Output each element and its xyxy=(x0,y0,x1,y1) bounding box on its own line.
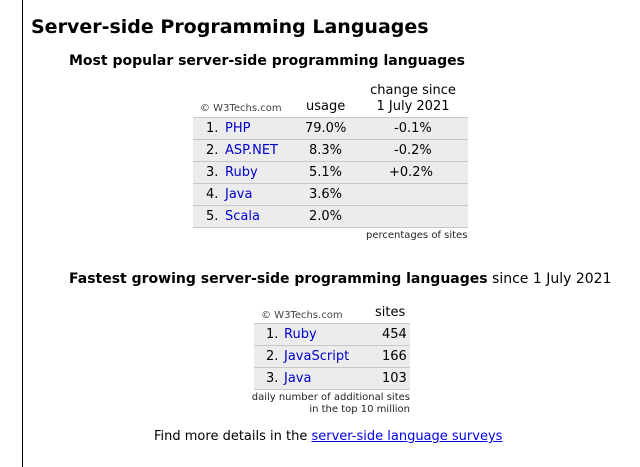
growing-heading-bold: Fastest growing server-side programming … xyxy=(69,271,488,287)
rank: 5. xyxy=(206,209,219,224)
table-row: 4. Java 3.6% xyxy=(193,183,468,205)
popular-col-change: change since 1 July 2021 xyxy=(370,83,456,115)
table-row: 3. Java 103 xyxy=(254,367,410,390)
growing-heading-rest: since 1 July 2021 xyxy=(487,271,612,287)
growing-heading: Fastest growing server-side programming … xyxy=(69,271,611,287)
left-border-line xyxy=(22,0,23,467)
language-link-aspnet[interactable]: ASP.NET xyxy=(225,143,278,158)
table-row: 2. ASP.NET 8.3% -0.2% xyxy=(193,139,468,161)
change-value: +0.2% xyxy=(389,165,433,180)
rank: 3. xyxy=(266,371,279,386)
popular-copyright: © W3Techs.com xyxy=(200,103,282,114)
language-link-php[interactable]: PHP xyxy=(225,121,251,136)
popular-table: 1. PHP 79.0% -0.1% 2. ASP.NET 8.3% -0.2%… xyxy=(193,117,468,228)
table-row: 1. Ruby 454 xyxy=(254,323,410,345)
language-link-scala[interactable]: Scala xyxy=(225,209,260,224)
growing-col-sites: sites xyxy=(375,305,406,320)
rank: 2. xyxy=(266,349,279,364)
table-row: 2. JavaScript 166 xyxy=(254,345,410,367)
rank: 2. xyxy=(206,143,219,158)
rank: 3. xyxy=(206,165,219,180)
rank: 1. xyxy=(206,121,219,136)
usage-value: 3.6% xyxy=(309,187,343,202)
growing-footnote-line1: daily number of additional sites xyxy=(251,392,410,403)
table-row: 1. PHP 79.0% -0.1% xyxy=(193,117,468,139)
popular-col-usage: usage xyxy=(306,99,346,114)
sites-value: 166 xyxy=(382,349,407,364)
popular-col-change-line1: change since xyxy=(370,83,456,98)
more-details: Find more details in the server-side lan… xyxy=(154,429,502,444)
usage-value: 2.0% xyxy=(309,209,343,224)
growing-footnote: daily number of additional sites in the … xyxy=(250,392,410,416)
sites-value: 454 xyxy=(382,327,407,342)
table-row: 3. Ruby 5.1% +0.2% xyxy=(193,161,468,183)
change-value: -0.1% xyxy=(394,121,432,136)
table-row: 5. Scala 2.0% xyxy=(193,205,468,228)
popular-col-change-line2: 1 July 2021 xyxy=(376,99,450,114)
usage-value: 8.3% xyxy=(309,143,343,158)
rank: 1. xyxy=(266,327,279,342)
page-title: Server-side Programming Languages xyxy=(31,16,429,38)
change-value: -0.2% xyxy=(394,143,432,158)
language-link-ruby[interactable]: Ruby xyxy=(225,165,258,180)
popular-heading: Most popular server-side programming lan… xyxy=(69,53,465,69)
sites-value: 103 xyxy=(382,371,407,386)
language-link-java[interactable]: Java xyxy=(284,371,312,386)
growing-footnote-line2: in the top 10 million xyxy=(309,404,410,415)
growing-table: 1. Ruby 454 2. JavaScript 166 3. Java 10… xyxy=(254,323,410,390)
language-link-javascript[interactable]: JavaScript xyxy=(284,349,350,364)
language-link-ruby[interactable]: Ruby xyxy=(284,327,317,342)
rank: 4. xyxy=(206,187,219,202)
surveys-link[interactable]: server-side language surveys xyxy=(311,429,503,444)
usage-value: 79.0% xyxy=(305,121,347,136)
usage-value: 5.1% xyxy=(309,165,343,180)
growing-copyright: © W3Techs.com xyxy=(261,310,343,321)
more-details-prefix: Find more details in the xyxy=(154,429,312,444)
language-link-java[interactable]: Java xyxy=(225,187,253,202)
popular-footnote: percentages of sites xyxy=(366,230,468,241)
